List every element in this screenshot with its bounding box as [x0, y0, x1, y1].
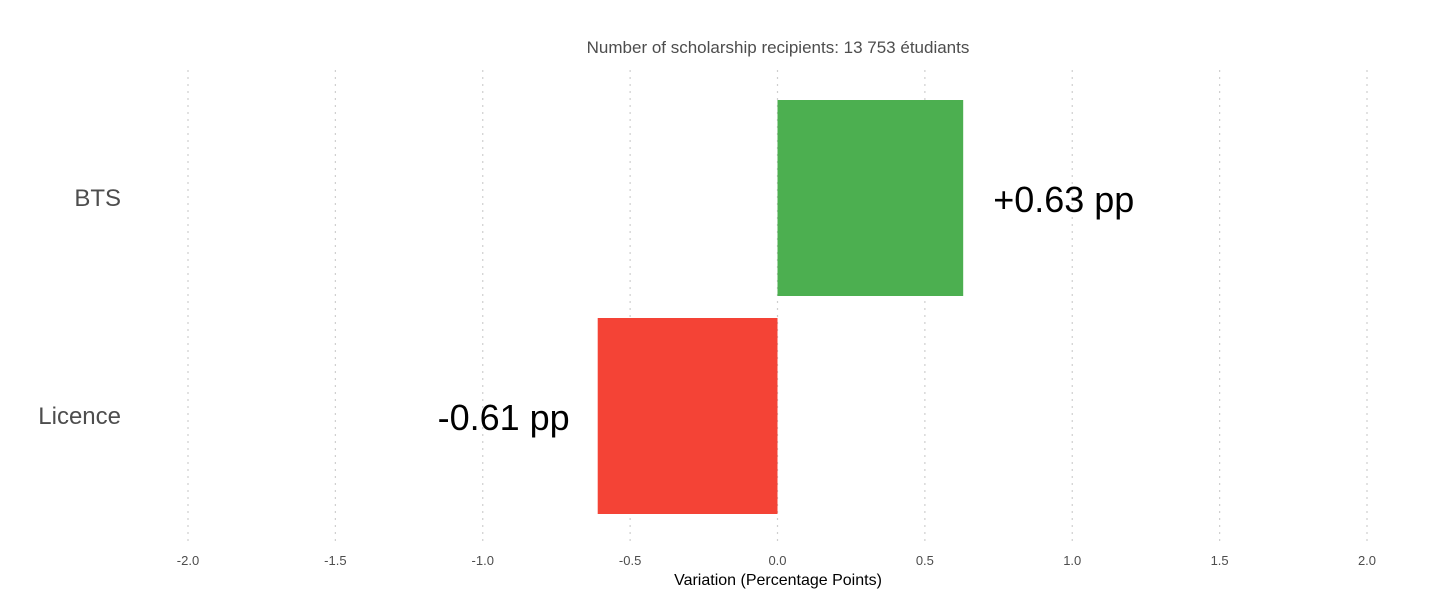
x-tick-label: 0.0 [768, 553, 786, 568]
x-axis-title: Variation (Percentage Points) [674, 572, 882, 589]
x-tick-label: -2.0 [177, 553, 199, 568]
x-tick-label: -1.0 [472, 553, 494, 568]
chart-subtitle: Number of scholarship recipients: 13 753… [587, 38, 970, 57]
x-tick-label: -0.5 [619, 553, 641, 568]
bar-bts [777, 100, 964, 296]
bar-licence [597, 318, 778, 514]
x-tick-label: 0.5 [916, 553, 934, 568]
bars [597, 100, 964, 514]
category-label: BTS [74, 185, 121, 212]
data-label: -0.61 pp [438, 397, 570, 438]
x-tick-label: 1.0 [1063, 553, 1081, 568]
x-tick-label: 1.5 [1211, 553, 1229, 568]
labels: -2.0 -1.5 -1.0 -0.5 0.0 0.5 1.0 1.5 2.0 BTS +0.63 … [38, 179, 1376, 568]
data-label: +0.63 pp [993, 179, 1134, 220]
x-tick-label: -1.5 [324, 553, 346, 568]
category-label: Licence [38, 403, 121, 430]
x-tick-label: 2.0 [1358, 553, 1376, 568]
